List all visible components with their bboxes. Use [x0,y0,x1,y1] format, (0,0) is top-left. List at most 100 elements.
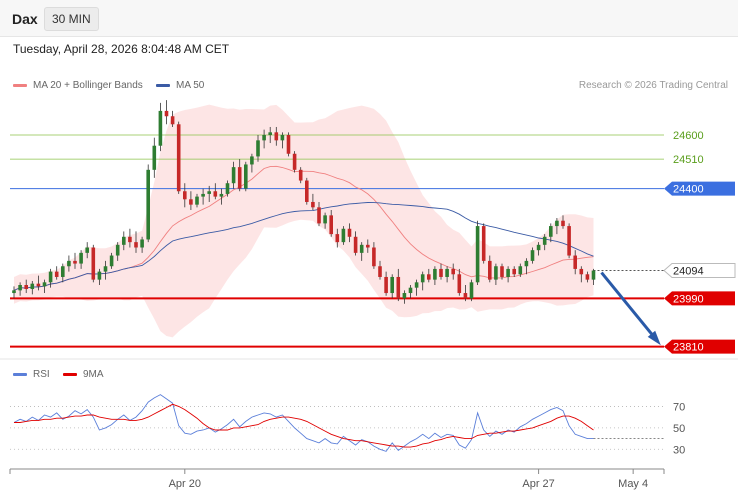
candle-body [97,271,102,280]
level-label-24510: 24510 [673,154,704,166]
candle-body [237,167,242,189]
rsi-swatch [13,373,27,376]
candle-body [115,244,120,256]
candle-body [518,266,523,275]
candle-body [73,260,77,264]
candle-body [85,247,89,253]
legend-ma50: MA 50 [156,80,204,91]
candle-body [128,236,132,243]
candle-body [591,270,596,280]
candle-body [298,169,303,181]
candle-body [396,276,401,299]
candle-body [414,282,419,288]
candle-body [512,268,516,275]
candle-body [61,266,65,277]
candle-body [36,283,41,287]
candle-body [42,282,47,287]
rsi-line [13,394,594,452]
candle-body [213,191,218,197]
candle-body [390,276,394,294]
candle-body [420,274,425,283]
candle-body [408,287,413,294]
candle-body [134,242,138,248]
candle-body [79,252,83,264]
9ma-label: 9MA [83,369,104,380]
candle-body [292,153,297,170]
candle-body [366,244,370,248]
candle-body [329,215,333,235]
candle-body [48,271,53,283]
candle-body [176,124,181,192]
x-tick-label: May 4 [618,478,648,490]
candle-body [475,226,480,283]
copyright: Research © 2026 Trading Central [578,80,728,91]
candle-body [91,247,96,280]
candle-body [481,226,486,261]
ma20-swatch [13,84,27,87]
candle-body [152,145,157,170]
candle-body [573,255,577,269]
candle-body [488,260,492,280]
level-tag-23810 [664,339,735,354]
candle-body [323,215,327,224]
forecast-arrow-head [647,330,661,346]
top-bar: Dax 30 MIN [0,0,738,37]
forecast-arrow-shaft [600,271,659,342]
level-label-23810: 23810 [673,342,704,354]
candle-body [305,180,309,202]
candle-body [274,132,279,141]
candle-body [18,285,22,291]
candle-body [585,274,590,280]
candle-body [463,293,468,299]
candle-body [286,135,291,154]
candle-body [311,201,315,208]
candle-body [140,239,144,248]
candle-body [225,183,230,194]
candle-body [433,268,437,280]
candle-body [158,110,163,146]
candle-body [451,268,455,275]
candle-body [536,244,541,251]
candle-body [347,228,352,237]
bollinger-band [14,104,594,338]
level-label-23990: 23990 [673,293,704,305]
level-tag-23990 [664,291,735,306]
candle-body [195,196,199,205]
candle-body [183,191,187,200]
candle-body [457,274,462,294]
9ma-swatch [63,373,77,376]
legend-ma20: MA 20 + Bollinger Bands [13,80,143,91]
ma50-swatch [156,84,170,87]
candle-body [542,236,547,245]
legend-9ma: 9MA [63,369,104,380]
interval-button[interactable]: 30 MIN [44,7,99,31]
candle-body [67,260,71,267]
candle-body [280,135,285,141]
candle-body [122,236,126,245]
candle-body [24,285,28,290]
candle-body [164,110,169,117]
candle-body [231,167,236,184]
candle-body [256,140,260,157]
candle-body [372,247,376,267]
legend-rsi: RSI [13,369,50,380]
candle-body [524,260,529,267]
candle-body [219,193,224,197]
level-tag-24094 [663,263,736,279]
candle-body [579,268,584,275]
rsi-tick-70: 70 [673,401,685,413]
rsi-ma-line [14,403,594,448]
symbol-name: Dax [12,11,38,27]
candle-body [109,255,114,267]
candle-body [445,268,449,277]
candle-body [30,283,35,290]
level-label-24600: 24600 [673,130,704,142]
candle-body [439,268,443,277]
candle-body [500,266,504,277]
candle-body [268,132,272,135]
rsi-label: RSI [33,369,50,380]
candle-body [378,266,382,277]
candle-body [262,135,266,141]
ma50-line [13,202,594,291]
